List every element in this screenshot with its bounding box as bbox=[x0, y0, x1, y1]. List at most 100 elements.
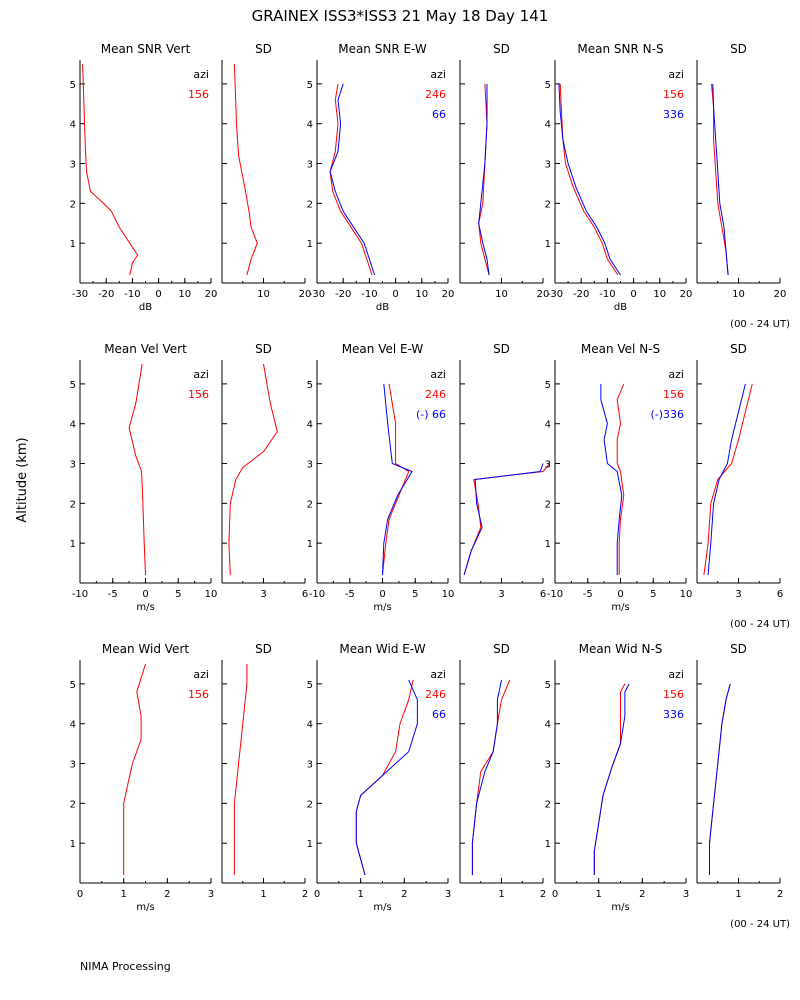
x-tick-label: -10 bbox=[361, 289, 377, 300]
x-tick-label: 10 bbox=[415, 289, 428, 300]
series-line-246 bbox=[329, 83, 373, 276]
y-tick-label: 3 bbox=[307, 760, 313, 771]
x-tick-label: 1 bbox=[498, 889, 504, 900]
x-unit-label: m/s bbox=[373, 602, 391, 613]
x-tick-label: 10 bbox=[680, 589, 693, 600]
y-tick-label: 3 bbox=[545, 160, 551, 171]
legend-entry: 156 bbox=[663, 88, 684, 101]
x-tick-label: 1 bbox=[260, 889, 266, 900]
legend-header: azi bbox=[430, 668, 446, 681]
legend-entry: 246 bbox=[425, 88, 446, 101]
panel-wid-1: Mean Wid Vert 0 1 2 3 1 2 3 4 5 m/s azi 156 bbox=[70, 642, 215, 913]
y-tick-label: 4 bbox=[70, 420, 76, 431]
panel-title: Mean Vel Vert bbox=[104, 342, 187, 356]
series-line-66 bbox=[355, 679, 418, 876]
legend-header: azi bbox=[430, 68, 446, 81]
legend-entry: 156 bbox=[663, 688, 684, 701]
series-line-336 bbox=[593, 683, 630, 875]
x-tick-label: 1 bbox=[595, 889, 601, 900]
panel-title: SD bbox=[255, 342, 272, 356]
series-line-336 bbox=[558, 83, 621, 276]
x-tick-label: 3 bbox=[260, 589, 266, 600]
time-range-note: (00 - 24 UT) bbox=[730, 319, 790, 330]
series-line-336 bbox=[709, 683, 731, 875]
y-tick-label: 2 bbox=[307, 199, 313, 210]
x-tick-label: -20 bbox=[335, 289, 351, 300]
legend-header: azi bbox=[193, 68, 209, 81]
series-line-156 bbox=[559, 83, 619, 276]
x-unit-label: m/s bbox=[136, 602, 154, 613]
y-tick-label: 5 bbox=[545, 80, 551, 91]
x-tick-label: 2 bbox=[302, 889, 308, 900]
legend-entry: 156 bbox=[188, 388, 209, 401]
y-tick-label: 3 bbox=[70, 460, 76, 471]
panel-title: SD bbox=[730, 42, 747, 56]
x-tick-label: -10 bbox=[599, 289, 615, 300]
y-tick-label: 5 bbox=[545, 680, 551, 691]
panel-wid-3: Mean Wid E-W 0 1 2 3 1 2 3 4 5 m/s azi 246 66 bbox=[307, 642, 452, 913]
x-tick-label: 0 bbox=[392, 289, 398, 300]
y-tick-label: 3 bbox=[307, 160, 313, 171]
y-tick-label: 3 bbox=[307, 460, 313, 471]
y-tick-label: 2 bbox=[307, 499, 313, 510]
panel-snr-3: Mean SNR E-W -30 -20 -10 0 10 20 1 2 3 4 5 dB azi 246 6… bbox=[307, 42, 455, 313]
y-tick-label: 4 bbox=[307, 120, 313, 131]
x-tick-label: 20 bbox=[205, 289, 218, 300]
x-tick-label: 0 bbox=[630, 289, 636, 300]
panel-title: SD bbox=[493, 42, 510, 56]
legend-entry: 156 bbox=[663, 388, 684, 401]
x-unit-label: m/s bbox=[136, 902, 154, 913]
x-tick-label: 1 bbox=[357, 889, 363, 900]
panel-snr-1: Mean SNR Vert -30 -20 -10 0 10 20 1 2 3 4 5 dB azi 156 bbox=[70, 42, 218, 313]
legend-entry: 66 bbox=[432, 708, 446, 721]
panel-vel-4: SD 3 6 bbox=[459, 342, 551, 600]
panel-vel-1: Mean Vel Vert -10 -5 0 5 10 1 2 3 4 5 m/s azi 156 bbox=[70, 342, 218, 613]
panel-vel-5: Mean Vel N-S -10 -5 0 5 10 1 2 3 4 5 m/s azi 156 (-)33… bbox=[545, 342, 693, 613]
series-line-156 bbox=[703, 383, 753, 576]
series-line-336 bbox=[712, 83, 729, 276]
x-unit-label: dB bbox=[139, 302, 152, 313]
footer-note: NIMA Processing bbox=[80, 960, 171, 973]
y-tick-label: 4 bbox=[70, 720, 76, 731]
x-tick-label: 0 bbox=[77, 889, 83, 900]
y-tick-label: 2 bbox=[545, 799, 551, 810]
x-tick-label: 0 bbox=[155, 289, 161, 300]
x-unit-label: m/s bbox=[611, 602, 629, 613]
x-tick-label: -10 bbox=[72, 589, 88, 600]
panel-vel-3: Mean Vel E-W -10 -5 0 5 10 1 2 3 4 5 m/s azi 246 (-) 6… bbox=[307, 342, 455, 613]
x-tick-label: 10 bbox=[442, 589, 455, 600]
x-tick-label: -5 bbox=[108, 589, 118, 600]
y-tick-label: 1 bbox=[545, 239, 551, 250]
legend-entry: 336 bbox=[663, 108, 684, 121]
x-tick-label: -30 bbox=[72, 289, 88, 300]
x-tick-label: 3 bbox=[208, 889, 214, 900]
y-tick-label: 4 bbox=[307, 420, 313, 431]
panel-snr-5: Mean SNR N-S -30 -20 -10 0 10 20 1 2 3 4 5 dB azi 156 3… bbox=[545, 42, 693, 313]
legend-entry: 336 bbox=[663, 708, 684, 721]
x-tick-label: 20 bbox=[537, 289, 550, 300]
legend-entry: 246 bbox=[425, 688, 446, 701]
x-tick-label: 3 bbox=[735, 589, 741, 600]
y-tick-label: 5 bbox=[70, 380, 76, 391]
x-unit-label: m/s bbox=[611, 902, 629, 913]
x-tick-label: 5 bbox=[175, 589, 181, 600]
panel-title: Mean SNR Vert bbox=[101, 42, 191, 56]
x-tick-label: 0 bbox=[617, 589, 623, 600]
x-tick-label: 3 bbox=[683, 889, 689, 900]
panel-title: Mean Vel E-W bbox=[342, 342, 424, 356]
legend-header: azi bbox=[668, 68, 684, 81]
y-tick-label: 1 bbox=[307, 539, 313, 550]
series-line-66 bbox=[478, 83, 490, 276]
panel-wid-6: SD 1 2 bbox=[696, 642, 783, 900]
panel-title: Mean Wid N-S bbox=[579, 642, 663, 656]
series-line-66 bbox=[471, 679, 502, 875]
panel-title: SD bbox=[255, 42, 272, 56]
x-tick-label: 0 bbox=[142, 589, 148, 600]
y-tick-label: 4 bbox=[307, 720, 313, 731]
panel-title: SD bbox=[730, 642, 747, 656]
x-tick-label: 3 bbox=[445, 889, 451, 900]
y-tick-label: 1 bbox=[70, 239, 76, 250]
x-tick-label: 0 bbox=[314, 889, 320, 900]
panel-snr-6: SD 10 20 bbox=[696, 42, 786, 300]
